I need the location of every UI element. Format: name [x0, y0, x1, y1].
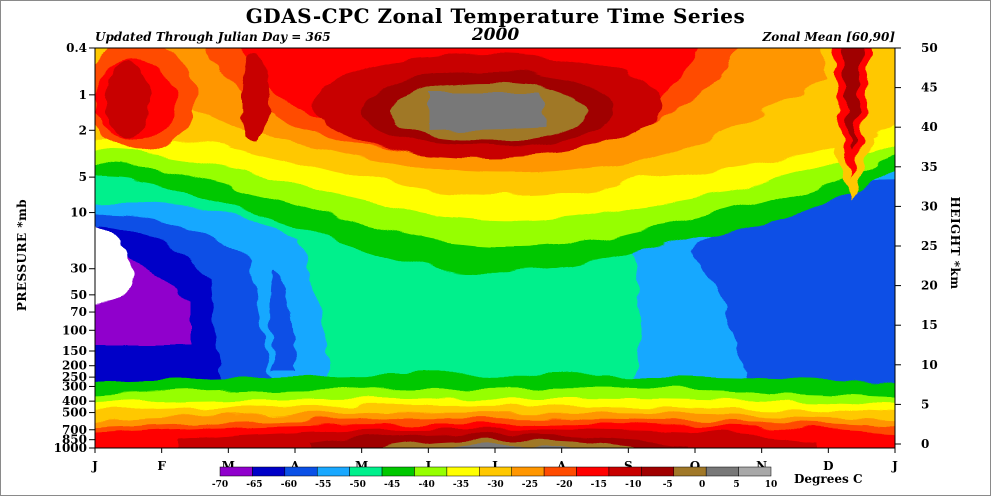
month-tick-label: J: [424, 459, 431, 473]
colorbar-swatch: [576, 466, 610, 477]
colorbar-level-label: -35: [453, 480, 469, 490]
height-tick-label: 15: [921, 318, 938, 332]
mar-warm-pulse: [241, 55, 269, 145]
month-tick-label: D: [823, 459, 833, 473]
colorbar-swatch: [608, 466, 642, 477]
dec-warming-core: [842, 48, 862, 150]
month-tick-label: J: [91, 459, 98, 473]
pressure-tick-label: 500: [62, 406, 87, 420]
colorbar-swatch: [284, 466, 318, 477]
colorbar-level-label: -30: [487, 480, 503, 490]
pressure-tick-label: 30: [70, 262, 87, 276]
colorbar-level-label: -40: [418, 480, 434, 490]
height-tick-label: 30: [921, 199, 938, 213]
contour-field: [95, 48, 895, 448]
pressure-tick-label: 1: [79, 88, 87, 102]
colorbar-swatch: [479, 466, 512, 477]
colorbar-level-label: -65: [246, 480, 262, 490]
colorbar-units-label: Degrees C: [794, 472, 863, 486]
colorbar-level-label: 0: [699, 480, 705, 490]
height-tick-label: 40: [921, 120, 938, 134]
height-tick-label: 25: [921, 239, 938, 253]
colorbar-swatch: [641, 466, 675, 477]
colorbar-swatch: [219, 466, 253, 477]
colorbar-swatch: [543, 466, 577, 477]
height-tick-label: 0: [921, 437, 929, 451]
colorbar-swatch: [381, 466, 415, 477]
zonal-mean-label: Zonal Mean [60,90]: [762, 30, 895, 44]
height-tick-label: 45: [921, 81, 938, 95]
pressure-tick-label: 250: [62, 370, 87, 384]
month-tick-label: O: [690, 459, 700, 473]
band-trop-5: [451, 444, 567, 448]
band-5: [430, 92, 548, 132]
height-tick-label: 50: [921, 41, 938, 55]
band-minus-60-east: [690, 180, 895, 395]
colorbar-level-label: -50: [350, 480, 366, 490]
band-minus-60-mar: [270, 270, 295, 370]
month-tick-label: A: [556, 459, 567, 473]
colorbar-swatch: [349, 466, 383, 477]
height-tick-label: 5: [921, 397, 929, 411]
colorbar: -70 -65 -60 -55 -50 -45 -40 -35 -30 -25 -20 -15 -10-…: [212, 466, 778, 490]
band-trop-0: [380, 439, 640, 448]
colorbar-swatch: [252, 466, 286, 477]
pressure-tick-label: 400: [62, 394, 87, 408]
pressure-tick-label: 0.4: [66, 41, 87, 55]
colorbar-level-label: -20: [556, 480, 572, 490]
year-label: 2000: [471, 25, 520, 45]
pressure-tick-label: 5: [79, 170, 87, 184]
pressure-tick-label: 850: [62, 433, 87, 447]
height-tick-label: 10: [921, 358, 938, 372]
height-tick-label: 20: [921, 279, 938, 293]
colorbar-level-label: -25: [522, 480, 538, 490]
month-tick-label: J: [491, 459, 498, 473]
pressure-tick-label: 70: [70, 305, 87, 319]
month-tick-label: A: [289, 459, 300, 473]
pressure-tick-label: 150: [62, 344, 87, 358]
update-note: Updated Through Julian Day = 365: [95, 30, 331, 44]
month-tick-label: F: [157, 459, 166, 473]
pressure-tick-label: 200: [62, 359, 87, 373]
colorbar-level-label: -45: [384, 480, 400, 490]
month-tick-label: S: [624, 459, 633, 473]
colorbar-swatch: [414, 466, 448, 477]
pressure-tick-label: 50: [70, 288, 87, 302]
colorbar-level-label: -15: [591, 480, 607, 490]
colorbar-level-label: -55: [315, 480, 331, 490]
colorbar-level-label: -10: [625, 480, 641, 490]
colorbar-level-label: 10: [765, 480, 778, 490]
colorbar-swatch: [673, 466, 707, 477]
colorbar-level-label: -60: [281, 480, 297, 490]
band-below-minus-70-west: [95, 224, 135, 302]
month-tick-label: N: [756, 459, 767, 473]
axes-group: 0.41251030507010015020025030040050070085…: [54, 41, 938, 473]
pressure-tick-label: 700: [62, 423, 87, 437]
colorbar-swatch: [316, 466, 350, 477]
colorbar-level-label: -5: [663, 480, 673, 490]
pressure-tick-label: 2: [79, 123, 87, 137]
colorbar-swatch: [511, 466, 545, 477]
pressure-tick-label: 1000: [54, 441, 87, 455]
pressure-tick-label: 10: [70, 206, 87, 220]
month-tick-label: J: [891, 459, 898, 473]
pressure-tick-label: 300: [62, 379, 87, 393]
jan-warm-center: [106, 62, 150, 138]
pressure-tick-label: 100: [62, 323, 87, 337]
colorbar-level-label: 5: [733, 480, 739, 490]
colorbar-swatch: [705, 466, 739, 477]
colorbar-swatch: [738, 466, 772, 477]
colorbar-level-label: -70: [212, 480, 228, 490]
chart-title: GDAS-CPC Zonal Temperature Time Series: [245, 4, 746, 28]
height-tick-label: 35: [921, 160, 938, 174]
colorbar-swatch: [446, 466, 480, 477]
